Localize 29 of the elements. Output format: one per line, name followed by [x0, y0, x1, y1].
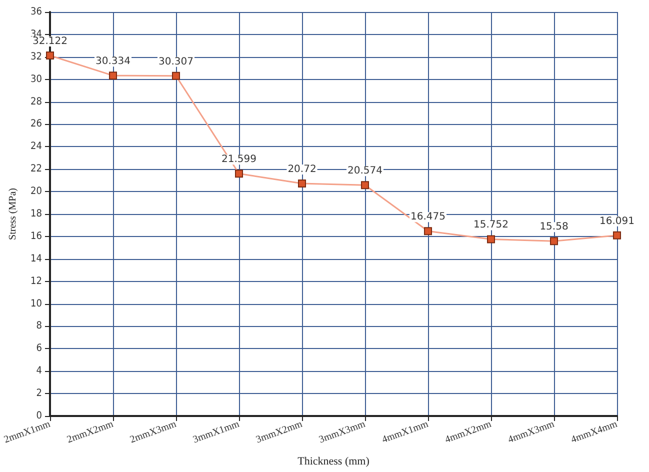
- y-tick-label: 36: [30, 6, 42, 18]
- y-tick-label: 28: [30, 96, 42, 108]
- y-axis-title: Stress (MPa): [8, 188, 18, 240]
- y-tick-label: 12: [30, 276, 42, 287]
- data-label: 16.091: [600, 216, 634, 227]
- data-label: 21.599: [222, 154, 256, 166]
- y-tick-label: 8: [36, 320, 42, 332]
- data-label: 30.334: [96, 56, 130, 68]
- x-axis-title: Thickness (mm): [298, 456, 370, 468]
- y-tick-label: 4: [36, 366, 42, 377]
- y-tick-label: 0: [36, 410, 42, 422]
- y-tick-label: 10: [30, 298, 42, 310]
- y-tick-label: 32: [30, 51, 42, 62]
- y-tick-label: 14: [30, 253, 42, 264]
- data-label: 20.574: [348, 166, 382, 177]
- y-tick-label: 30: [30, 74, 42, 85]
- y-tick-label: 24: [30, 141, 42, 152]
- y-tick-label: 20: [30, 186, 42, 198]
- y-tick-label: 16: [30, 230, 42, 242]
- y-tick-label: 18: [30, 208, 42, 220]
- y-tick-label: 2: [36, 388, 42, 400]
- y-tick-label: 6: [36, 343, 42, 354]
- data-label: 30.307: [158, 56, 194, 68]
- data-label: 16.475: [410, 212, 446, 223]
- y-tick-label: 22: [30, 164, 42, 175]
- data-label: 15.752: [474, 220, 508, 231]
- data-label: 20.72: [288, 164, 316, 175]
- y-tick-label: 26: [30, 118, 42, 130]
- data-label: 15.58: [540, 222, 568, 233]
